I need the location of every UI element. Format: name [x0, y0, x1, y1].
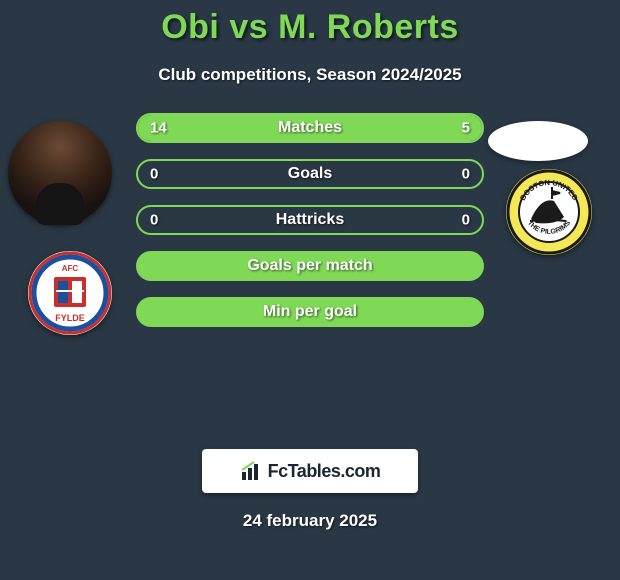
- stat-label: Matches: [138, 119, 482, 137]
- branding-text: FcTables.com: [268, 461, 381, 482]
- stat-value-right: 0: [462, 212, 470, 229]
- branding-badge[interactable]: FcTables.com: [202, 449, 418, 493]
- stat-row: Min per goal: [136, 297, 484, 327]
- stat-label: Goals: [138, 165, 482, 183]
- stat-label: Min per goal: [138, 303, 482, 321]
- stat-label: Goals per match: [138, 257, 482, 275]
- stat-row: 0Hattricks0: [136, 205, 484, 235]
- player-right-photo: [488, 121, 588, 161]
- stat-value-right: 5: [462, 120, 470, 137]
- stats-container: 14Matches50Goals00Hattricks0Goals per ma…: [136, 113, 484, 343]
- svg-text:FYLDE: FYLDE: [55, 313, 85, 323]
- stat-row: Goals per match: [136, 251, 484, 281]
- date-label: 24 february 2025: [0, 511, 620, 531]
- stat-row: 14Matches5: [136, 113, 484, 143]
- club-right-badge: BOSTON UNITED THE PILGRIMS: [506, 169, 592, 255]
- subtitle: Club competitions, Season 2024/2025: [0, 65, 620, 85]
- club-left-badge: AFC FYLDE: [28, 251, 112, 335]
- stat-label: Hattricks: [138, 211, 482, 229]
- stat-row: 0Goals0: [136, 159, 484, 189]
- stat-value-right: 0: [462, 166, 470, 183]
- player-left-photo: [8, 121, 112, 225]
- page-title: Obi vs M. Roberts: [0, 0, 620, 47]
- svg-text:AFC: AFC: [62, 264, 79, 273]
- chart-icon: [240, 460, 262, 482]
- comparison-area: AFC FYLDE BOSTON UNITED THE PILGRIMS 14M…: [0, 113, 620, 443]
